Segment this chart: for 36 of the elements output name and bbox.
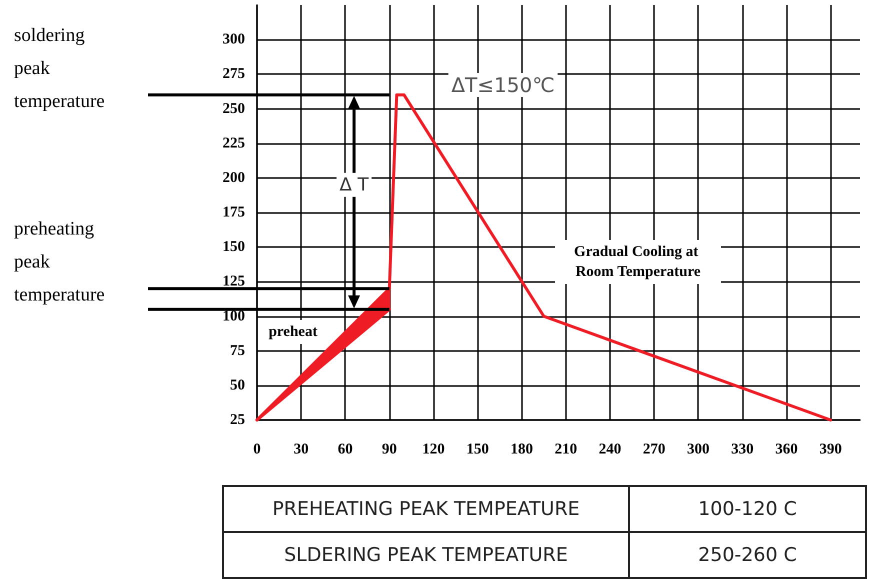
y-tick-label: 150: [222, 239, 245, 256]
annotation: Gradual Cooling at Room Temperature: [574, 244, 702, 280]
y-tick-label: 75: [230, 342, 245, 359]
x-tick-label: 390: [819, 442, 842, 458]
x-tick-label: 270: [642, 442, 666, 458]
x-tick-label: 0: [253, 442, 261, 458]
text: PREHEATING PEAK TEMPEATURE: [223, 486, 629, 532]
x-tick-label: 330: [731, 442, 754, 458]
annotation: Δ T: [340, 174, 370, 196]
y-tick-label: 50: [230, 377, 245, 394]
x-tick-label: 120: [422, 442, 445, 458]
y-tick-label: 300: [222, 32, 245, 48]
y-tick-label: 125: [222, 274, 245, 290]
x-tick-label: 180: [510, 442, 533, 458]
y-tick-label: 100: [222, 308, 245, 324]
y-tick-label: 200: [222, 170, 245, 186]
x-tick-label: 90: [382, 442, 397, 458]
x-tick-label: 240: [598, 442, 622, 458]
ref-line-label: soldering peak temperature: [14, 25, 105, 112]
ref-line-label: preheating peak temperature: [14, 218, 105, 306]
text: SLDERING PEAK TEMPEATURE: [223, 532, 629, 578]
text: 100-120 C: [629, 486, 866, 532]
x-tick-label: 150: [466, 442, 489, 458]
y-tick-label: 225: [222, 135, 245, 152]
y-tick-label: 275: [222, 66, 245, 82]
x-tick-label: 210: [554, 442, 578, 458]
y-tick-label: 25: [230, 412, 245, 428]
annotation: ΔT≤150℃: [451, 73, 555, 97]
text: 250-260 C: [629, 532, 866, 578]
x-tick-label: 300: [686, 442, 710, 458]
x-tick-label: 60: [338, 442, 353, 458]
y-tick-label: 250: [222, 100, 245, 117]
annotation: preheat: [268, 324, 318, 340]
x-tick-label: 30: [294, 442, 309, 458]
y-tick-label: 175: [222, 204, 245, 220]
x-tick-label: 360: [775, 442, 798, 458]
